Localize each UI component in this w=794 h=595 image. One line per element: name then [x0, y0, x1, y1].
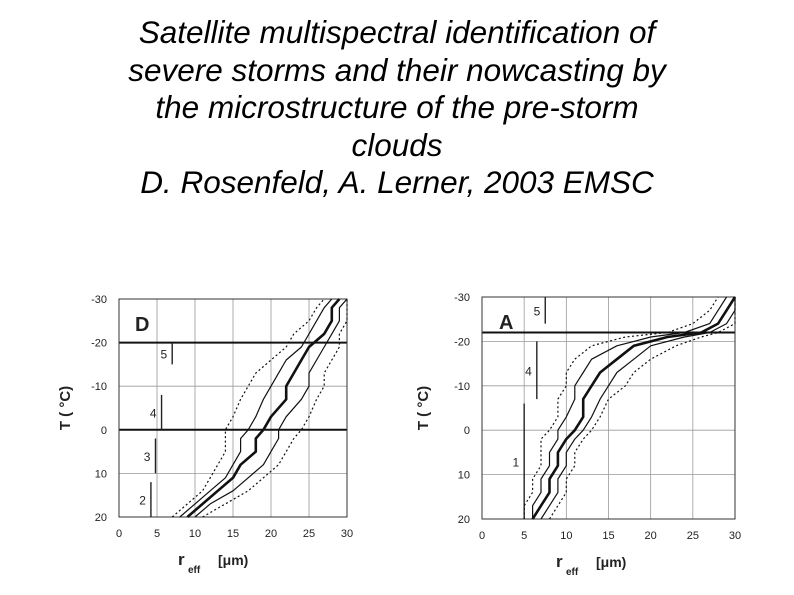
y-tick-label: 0: [101, 425, 107, 437]
y-tick-label: 10: [95, 468, 107, 480]
x-axis-subscript: eff: [188, 565, 201, 576]
chart-d-panel: 2 3 4 5 0 5 10 15 20 25 30 -30 -20 -10 0 10 20 D T ( °C) re…: [57, 294, 353, 576]
x-axis-units: [μm): [596, 554, 626, 570]
plot-frame: [118, 298, 348, 518]
series-line-thin: [540, 297, 736, 520]
y-tick-label: -30: [454, 292, 470, 304]
title-line-4: clouds: [351, 126, 443, 163]
series-line-thin: [531, 296, 728, 519]
x-tick-label: 15: [227, 528, 239, 540]
x-tick-label: 20: [645, 530, 657, 542]
y-tick-label: 0: [464, 425, 470, 437]
x-axis-subscript: eff: [566, 567, 579, 578]
chart-a-panel: 1 4 5 0 5 10 15 20 25 30 -30 -20 -10 0 10 20 A T ( °C) ref…: [415, 292, 741, 578]
y-tick-label: 20: [458, 514, 470, 526]
series-line-thin: [179, 298, 333, 518]
panel-label: D: [135, 314, 149, 336]
y-tick-label: -30: [91, 294, 107, 306]
series-line-thick: [531, 296, 737, 520]
title-line-3: the microstructure of the pre-storm: [155, 89, 639, 125]
title-line-1: Satellite multispectral identification o…: [138, 14, 656, 50]
series-line-dotted: [202, 299, 348, 518]
x-tick-label: 15: [602, 530, 614, 542]
y-tick-label: -20: [454, 336, 470, 348]
stage-label: 3: [144, 450, 151, 464]
series-line-dotted: [171, 298, 325, 518]
stage-label: 1: [512, 455, 519, 469]
series-line-dotted: [523, 296, 719, 519]
x-tick-label: 30: [341, 528, 353, 540]
slide-title: Satellite multispectral identification o…: [20, 14, 774, 202]
y-tick-label: -10: [454, 381, 470, 393]
x-tick-label: 30: [729, 530, 741, 542]
x-tick-label: 5: [521, 530, 527, 542]
plot-frame: [481, 296, 736, 520]
y-axis-label: T ( °C): [415, 386, 432, 430]
stage-label: 4: [525, 364, 532, 378]
y-tick-label: 20: [95, 512, 107, 524]
y-axis-label: T ( °C): [57, 386, 74, 430]
stage-label: 5: [161, 348, 168, 362]
stage-label: 4: [150, 406, 157, 420]
series-line-thick: [186, 298, 341, 518]
stage-label: 5: [534, 304, 541, 318]
x-tick-label: 10: [189, 528, 201, 540]
x-tick-label: 0: [116, 528, 122, 540]
panel-label: A: [499, 312, 513, 334]
x-axis-label: r: [556, 552, 563, 571]
x-tick-label: 5: [154, 528, 160, 540]
x-tick-label: 25: [687, 530, 699, 542]
x-axis-units: [μm): [218, 552, 248, 568]
y-tick-label: -10: [91, 381, 107, 393]
x-tick-label: 10: [560, 530, 572, 542]
y-tick-label: -20: [91, 338, 107, 350]
x-tick-label: 25: [303, 528, 315, 540]
x-tick-label: 20: [265, 528, 277, 540]
x-axis-label: r: [178, 550, 185, 569]
series-line-thin: [194, 298, 348, 518]
title-line-2: severe storms and their nowcasting by: [128, 51, 666, 88]
x-tick-label: 0: [479, 530, 485, 542]
y-tick-label: 10: [458, 470, 470, 482]
title-line-5-authors: D. Rosenfeld, A. Lerner, 2003 EMSC: [140, 164, 654, 200]
stage-label: 2: [139, 494, 146, 508]
